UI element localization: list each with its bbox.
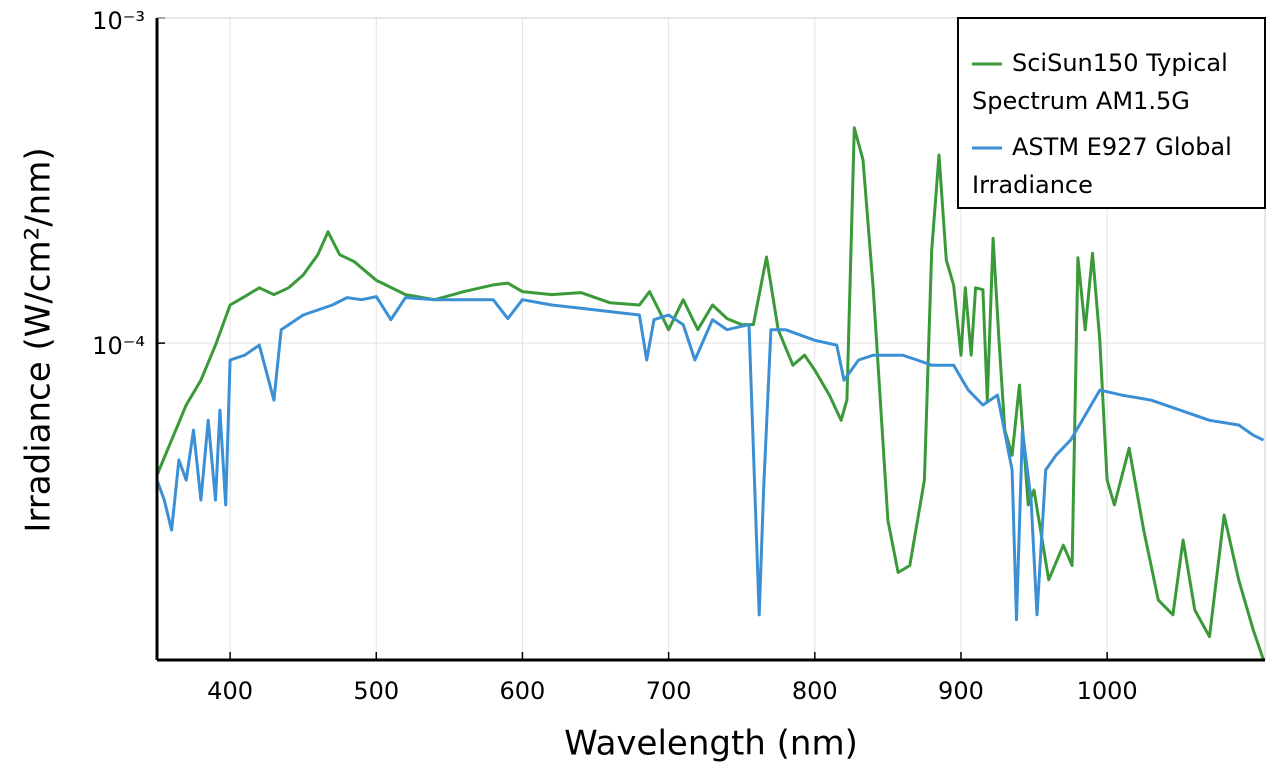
- x-axis-label: Wavelength (nm): [564, 724, 858, 764]
- y-tick-label: 10⁻³: [92, 7, 145, 35]
- legend-text: SciSun150 Typical Spectrum AM1.5G: [972, 49, 1228, 115]
- x-tick-label: 900: [938, 677, 984, 705]
- x-tick-label: 800: [792, 677, 838, 705]
- y-tick-label: 10⁻⁴: [92, 332, 145, 360]
- x-tick-label: 1000: [1077, 677, 1138, 705]
- x-tick-label: 600: [500, 677, 546, 705]
- y-axis-label: Irradiance (W/cm²/nm): [19, 147, 59, 532]
- x-tick-label: 500: [353, 677, 399, 705]
- x-tick-label: 400: [207, 677, 253, 705]
- series-line: [157, 295, 1265, 622]
- x-tick-label: 700: [646, 677, 692, 705]
- legend-box: [957, 17, 1266, 209]
- series-line: [157, 126, 1265, 660]
- legend-text: ASTM E927 Global Irradiance: [972, 133, 1232, 199]
